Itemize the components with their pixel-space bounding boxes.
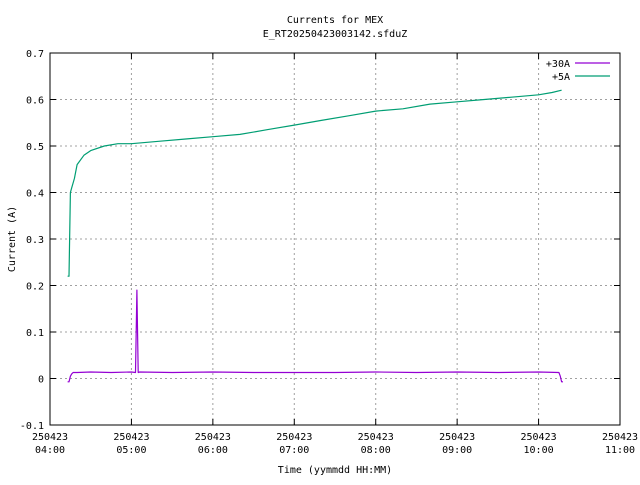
grid [50,53,620,425]
x-tick-date-label: 250423 [276,432,312,443]
x-tick-time-label: 05:00 [116,445,146,456]
x-tick-date-label: 250423 [195,432,231,443]
x-tick-date-label: 250423 [358,432,394,443]
x-tick-time-label: 07:00 [279,445,309,456]
x-axis-label: Time (yymmdd HH:MM) [278,465,392,476]
series-line-1 [67,289,563,383]
series-line-2 [67,89,562,277]
x-tick-time-label: 11:00 [605,445,635,456]
axes: -0.1 0 0.1 0.2 0.3 0.4 0.5 0.6 0.7 250423 04:00 250… [20,49,638,456]
y-tick-label: 0.6 [26,96,44,107]
x-tick-date-label: 250423 [521,432,557,443]
x-tick-date-label: 250423 [32,432,68,443]
legend: +30A +5A [546,59,610,83]
legend-label: +5A [552,72,570,83]
y-tick-label: 0.1 [26,328,44,339]
x-tick-date-label: 250423 [602,432,638,443]
legend-label: +30A [546,59,570,70]
x-tick-time-label: 04:00 [35,445,65,456]
y-tick-label: 0.2 [26,282,44,293]
x-tick-time-label: 08:00 [361,445,391,456]
chart-title: Currents for MEX [287,15,383,26]
y-tick-label: -0.1 [20,421,44,432]
x-tick-date-label: 250423 [113,432,149,443]
y-tick-label: 0.3 [26,235,44,246]
x-tick-time-label: 06:00 [198,445,228,456]
chart-subtitle: E_RT20250423003142.sfduZ [263,29,408,40]
y-axis-label: Current (A) [7,206,18,272]
x-tick-time-label: 09:00 [442,445,472,456]
y-tick-label: 0 [38,375,44,386]
x-tick-time-label: 10:00 [524,445,554,456]
y-tick-label: 0.7 [26,49,44,60]
x-tick-date-label: 250423 [439,432,475,443]
y-tick-label: 0.5 [26,142,44,153]
series-layer [67,89,563,383]
y-tick-label: 0.4 [26,189,44,200]
